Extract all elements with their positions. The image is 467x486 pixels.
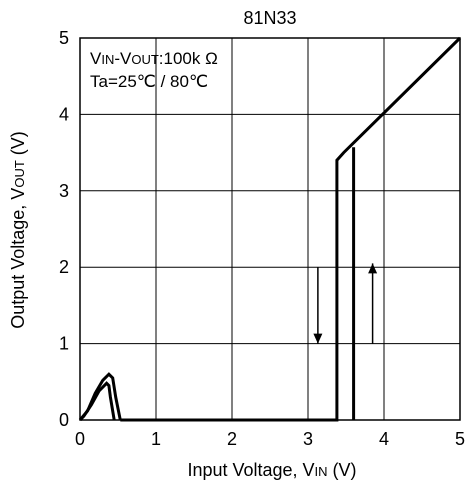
y-tick-label: 2	[59, 257, 69, 277]
y-tick-label: 0	[59, 410, 69, 430]
x-tick-label: 5	[455, 429, 465, 449]
y-tick-labels: 0 1 2 3 4 5	[59, 28, 69, 430]
series-group	[78, 36, 462, 422]
x-tick-label: 4	[379, 429, 389, 449]
series-line-3	[120, 36, 462, 422]
annotation-vin-v: V	[90, 49, 102, 68]
arrow-head-up	[368, 263, 378, 274]
x-tick-label: 1	[151, 429, 161, 449]
x-axis-label-sub: IN	[315, 464, 328, 479]
annotation-line1: VIN-VOUT:100k Ω	[90, 49, 218, 68]
annotation-vout-v: -V	[114, 49, 132, 68]
chart-title: 81N33	[243, 8, 296, 28]
y-tick-label: 5	[59, 28, 69, 48]
arrows-group	[313, 263, 378, 344]
series-line-2	[78, 372, 122, 421]
y-axis-label-unit: (V)	[8, 131, 28, 160]
annotation-vin-sub: IN	[101, 52, 114, 67]
y-tick-label: 4	[59, 104, 69, 124]
y-axis-label: Output Voltage, VOUT (V)	[8, 131, 28, 329]
arrow-head-down	[313, 333, 323, 344]
annotation-resistance: :100k Ω	[159, 49, 218, 68]
x-tick-label: 3	[303, 429, 313, 449]
annotation-line2: Ta=25℃ / 80℃	[90, 72, 208, 91]
annotation-vout-sub: OUT	[131, 52, 159, 67]
x-axis-label-main: Input Voltage, V	[187, 460, 314, 480]
x-tick-labels: 0 1 2 3 4 5	[75, 429, 465, 449]
x-axis-label-unit: (V)	[328, 460, 357, 480]
y-axis-label-main: Output Voltage, V	[8, 188, 28, 329]
x-tick-label: 0	[75, 429, 85, 449]
y-axis-label-sub: OUT	[12, 160, 27, 188]
y-tick-label: 1	[59, 334, 69, 354]
y-tick-label: 3	[59, 181, 69, 201]
x-axis-label: Input Voltage, VIN (V)	[187, 460, 356, 480]
grid	[80, 38, 460, 420]
x-tick-label: 2	[227, 429, 237, 449]
